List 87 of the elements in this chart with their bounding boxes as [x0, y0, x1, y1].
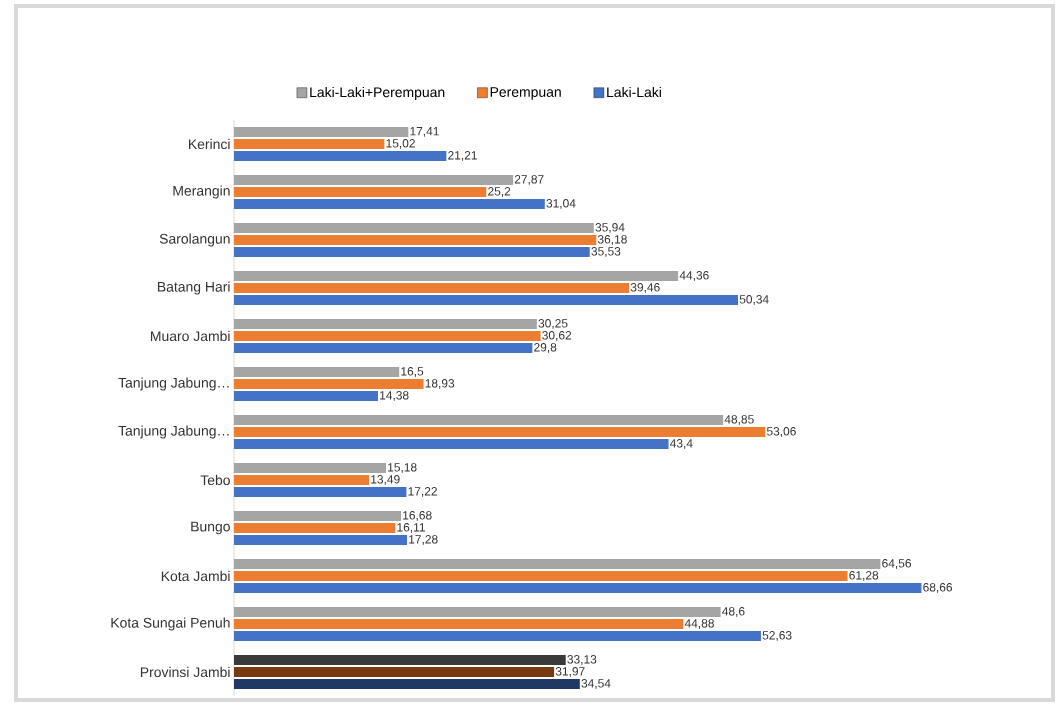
data-label: 31,97: [555, 667, 585, 677]
y-tick-label: Bungo: [191, 521, 230, 535]
data-label: 44,88: [684, 619, 714, 629]
data-label: 17,28: [409, 535, 438, 545]
bar: [234, 582, 922, 593]
data-label: 34,54: [581, 679, 611, 689]
bar: [234, 474, 370, 485]
data-label: 25,2: [488, 187, 511, 197]
bar: [234, 618, 684, 629]
bar: [234, 558, 881, 569]
bar: [234, 294, 739, 305]
data-label: 16,68: [403, 511, 432, 521]
legend-label: Laki-Laki+Perempuan: [310, 86, 445, 100]
bar: [234, 330, 541, 341]
data-label: 48,6: [722, 607, 745, 617]
bar: [234, 270, 679, 281]
y-tick-label: Sarolangun: [159, 233, 230, 247]
bar: [234, 510, 402, 521]
data-label: 35,53: [591, 247, 621, 257]
y-tick-label: Tanjung Jabung…: [118, 425, 229, 439]
data-label: 16,5: [401, 367, 424, 377]
data-label: 33,13: [567, 655, 597, 665]
bar: [234, 414, 724, 425]
bar: [234, 654, 566, 665]
data-label: 68,66: [923, 583, 953, 593]
bar: [234, 246, 590, 257]
data-label: 18,93: [425, 379, 455, 389]
y-tick-label: Provinsi Jambi: [140, 666, 230, 678]
y-tick-label: Tanjung Jabung…: [118, 377, 229, 391]
data-label: 30,25: [538, 319, 568, 329]
y-tick-label: Merangin: [173, 185, 230, 199]
data-label: 43,4: [670, 439, 693, 449]
data-label: 15,02: [386, 139, 415, 149]
bar: [234, 666, 555, 677]
data-label: 16,11: [397, 523, 425, 533]
bar: [234, 126, 409, 137]
data-label: 64,56: [882, 559, 911, 569]
bar: [234, 570, 848, 581]
data-label: 53,06: [766, 427, 796, 437]
bar: [234, 366, 400, 377]
bar: [234, 198, 545, 209]
legend-label: Perempuan: [490, 87, 561, 100]
data-label: 17,41: [410, 127, 439, 137]
data-label: 36,18: [597, 235, 627, 245]
bar: [234, 138, 385, 149]
bar: [234, 678, 580, 689]
bar: [234, 186, 487, 197]
bar: [234, 438, 669, 449]
data-label: 21,21: [448, 151, 477, 161]
data-label: 52,63: [762, 631, 792, 641]
data-label: 29,8: [534, 343, 557, 353]
y-tick-label: Kota Jambi: [161, 570, 230, 582]
bar: [234, 318, 537, 329]
data-label: 27,87: [514, 175, 544, 185]
y-tick-label: Tebo: [200, 474, 230, 486]
bar: [234, 630, 761, 641]
data-label: 15,18: [388, 463, 417, 473]
bar: [234, 462, 386, 473]
bar: [234, 486, 407, 497]
data-label: 44,36: [679, 271, 709, 281]
data-label: 50,34: [739, 295, 769, 305]
bar: [234, 150, 447, 161]
bar: [234, 378, 424, 389]
data-label: 39,46: [630, 283, 660, 293]
data-label: 48,85: [724, 415, 754, 425]
data-label: 17,22: [408, 487, 437, 497]
y-tick-label: Kota Sungai Penuh: [111, 617, 230, 631]
bar: [234, 282, 630, 293]
bar: [234, 222, 594, 233]
data-label: 13,49: [371, 475, 400, 485]
bar: [234, 342, 533, 353]
data-label: 30,62: [542, 331, 572, 341]
data-label: 35,94: [595, 223, 625, 233]
y-tick-label: Kerinci: [189, 138, 230, 150]
bar: [234, 174, 514, 185]
y-tick-label: Batang Hari: [157, 281, 230, 295]
bar: [234, 522, 396, 533]
bar: [234, 606, 721, 617]
y-tick-label: Muaro Jambi: [151, 330, 230, 342]
data-label: 61,28: [849, 571, 879, 581]
bar: [234, 426, 766, 437]
bar: [234, 390, 378, 401]
bar: [234, 534, 408, 545]
data-label: 31,04: [546, 199, 576, 209]
legend-label: Laki-Laki: [607, 86, 661, 98]
data-label: 14,38: [380, 391, 409, 401]
bar: [234, 234, 597, 245]
